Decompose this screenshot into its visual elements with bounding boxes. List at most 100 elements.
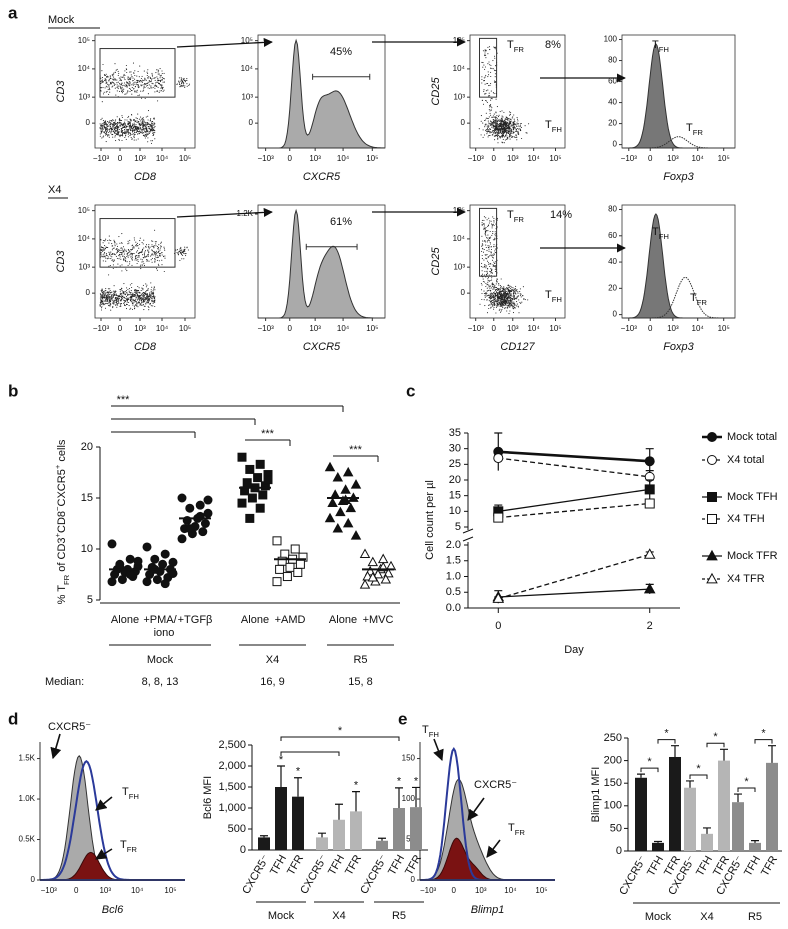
gate [99, 48, 176, 98]
event-dot [138, 287, 140, 289]
event-dot [485, 123, 487, 125]
event-dot [516, 139, 518, 141]
event-dot [491, 279, 493, 281]
event-dot [487, 82, 489, 85]
event-dot [517, 131, 519, 133]
event-dot [142, 254, 144, 256]
event-dot [108, 134, 110, 136]
y-tick-label: 10⁵ [78, 206, 90, 215]
event-dot [520, 126, 523, 128]
event-dot [126, 299, 128, 301]
y-axis-label: % TFR of CD3+CD8−CXCR5+ cells [53, 439, 71, 604]
event-dot [148, 297, 150, 300]
series-line [498, 502, 650, 519]
event-dot [503, 299, 505, 301]
event-dot [135, 120, 137, 122]
event-dot [497, 287, 499, 289]
event-dot [510, 286, 512, 288]
event-dot [106, 295, 108, 297]
event-dot [496, 296, 499, 299]
event-dot [145, 245, 147, 247]
event-dot [506, 127, 508, 130]
event-dot [102, 93, 105, 95]
event-dot [121, 133, 124, 135]
event-dot [499, 130, 501, 132]
annotation: TFH [652, 39, 669, 54]
event-dot [101, 117, 103, 119]
event-dot [512, 286, 514, 289]
event-dot [154, 297, 156, 299]
event-dot [106, 246, 108, 249]
event-dot [138, 256, 140, 258]
event-dot [136, 299, 139, 301]
event-dot [112, 125, 114, 127]
event-dot [507, 126, 509, 129]
event-dot [116, 257, 118, 259]
event-dot [492, 132, 494, 134]
event-dot [109, 294, 111, 296]
event-dot [480, 289, 483, 291]
event-dot [157, 81, 159, 83]
event-dot [105, 254, 107, 257]
event-dot [127, 252, 129, 254]
histogram [419, 778, 555, 881]
error-bar [318, 832, 326, 838]
event-dot [115, 293, 117, 295]
event-dot [112, 253, 114, 255]
event-dot [107, 134, 109, 136]
event-dot [131, 124, 133, 126]
event-dot [495, 292, 497, 294]
event-dot [122, 90, 124, 92]
event-dot [482, 136, 484, 138]
event-dot [486, 237, 488, 239]
event-dot [495, 129, 498, 131]
event-dot [105, 287, 107, 290]
text-part: T [652, 39, 659, 51]
event-dot [502, 125, 504, 127]
x-tick-label: 10⁵ [718, 324, 730, 333]
event-dot [158, 82, 160, 84]
event-dot [126, 69, 128, 71]
event-dot [129, 82, 131, 84]
event-dot [106, 258, 109, 260]
event-dot [105, 141, 107, 143]
event-dot [516, 136, 518, 138]
event-dot [137, 95, 139, 97]
event-dot [123, 129, 126, 131]
event-dot [152, 77, 154, 79]
marker [295, 559, 305, 569]
event-dot [158, 253, 160, 255]
event-dot [150, 289, 152, 291]
event-dot [155, 268, 158, 270]
event-dot [495, 98, 497, 100]
event-dot [103, 303, 105, 305]
event-dot [488, 286, 490, 288]
event-dot [137, 126, 139, 128]
event-dot [119, 124, 121, 126]
event-dot [107, 239, 109, 242]
event-dot [498, 114, 500, 116]
event-dot [134, 74, 136, 77]
x-tick-label: 0 [74, 886, 79, 895]
event-dot [513, 118, 515, 120]
x-tick-label: 10⁴ [337, 324, 350, 333]
event-dot [145, 291, 147, 293]
y-tick-label: 100 [604, 800, 622, 812]
event-dot [120, 122, 122, 124]
event-dot [480, 120, 482, 122]
event-dot [125, 84, 127, 86]
x-tick-label: 10⁴ [156, 324, 169, 333]
text-part: T [545, 119, 552, 131]
event-dot [486, 260, 489, 262]
event-dot [480, 134, 482, 136]
marker [125, 570, 135, 579]
event-dot [503, 300, 505, 302]
event-dot [127, 256, 129, 258]
event-dot [496, 281, 498, 283]
event-dot [147, 119, 149, 121]
event-dot [497, 131, 499, 133]
event-dot [493, 283, 495, 285]
event-dot [141, 249, 143, 251]
event-dot [151, 300, 154, 302]
